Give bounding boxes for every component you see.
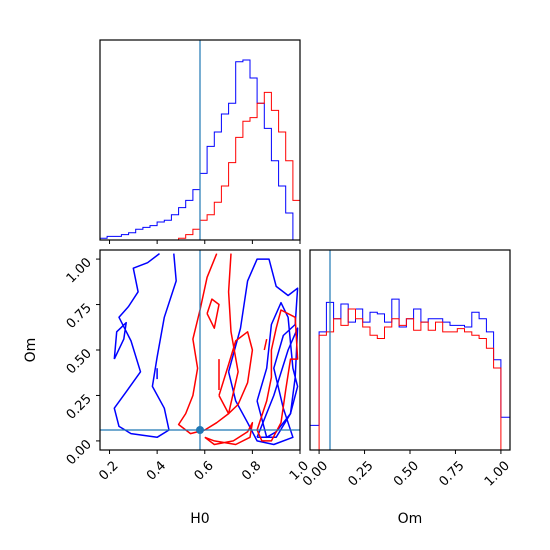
tick-label-om-bottom: 1.00 (482, 458, 513, 489)
tick-label-om-left: 0.50 (64, 346, 95, 377)
om-hist-plot-area (310, 250, 510, 450)
om-hist-red (318, 308, 502, 450)
tick-label-om-bottom: 0.75 (436, 458, 467, 489)
y-axis-label-om: Om (23, 338, 39, 363)
tick-layer: 0.2 0.4 0.6 0.8 1.00.000.250.500.751.000.00 0… (64, 240, 513, 490)
contour-blue-1 (113, 321, 127, 360)
h0-hist-plot-area (100, 40, 300, 240)
tick-label-om-left: 0.25 (64, 392, 95, 423)
contour-red-0 (177, 253, 239, 435)
contour-red-3 (204, 421, 254, 446)
tick-label-om-left: 0.75 (64, 301, 95, 332)
tick-label-h0: 0.6 (192, 458, 217, 483)
tick-label-h0: 0.2 (96, 458, 121, 483)
contour-red-1 (206, 298, 220, 329)
h0-om-contour-panel (99, 249, 301, 451)
x-axis-label-h0: H0 (190, 511, 209, 527)
h0-hist-frame (99, 39, 301, 241)
contour-red-5 (218, 331, 254, 415)
contour-blue-0 (113, 253, 177, 439)
contour-blue-5 (256, 327, 299, 439)
om-hist-frame (309, 249, 511, 451)
om-histogram-panel (309, 249, 511, 451)
x-axis-label-om: Om (398, 511, 423, 527)
om-hist-blue (310, 298, 510, 450)
tick-label-h0: 0.4 (144, 458, 169, 483)
truth-point (196, 426, 204, 434)
tick-label-om-bottom: 0.50 (391, 458, 422, 489)
contour-red-4 (256, 309, 299, 442)
contour-plot-area (100, 250, 300, 450)
h0-histogram-panel (99, 39, 301, 241)
tick-label-om-bottom: 0.25 (346, 458, 377, 489)
tick-label-om-left: 0.00 (64, 437, 95, 468)
h0-hist-red (171, 91, 300, 240)
contour-blue-4 (256, 301, 299, 439)
contour-red-6 (263, 338, 268, 351)
tick-label-h0: 0.8 (239, 458, 264, 483)
tick-label-om-left: 1.00 (64, 255, 95, 286)
